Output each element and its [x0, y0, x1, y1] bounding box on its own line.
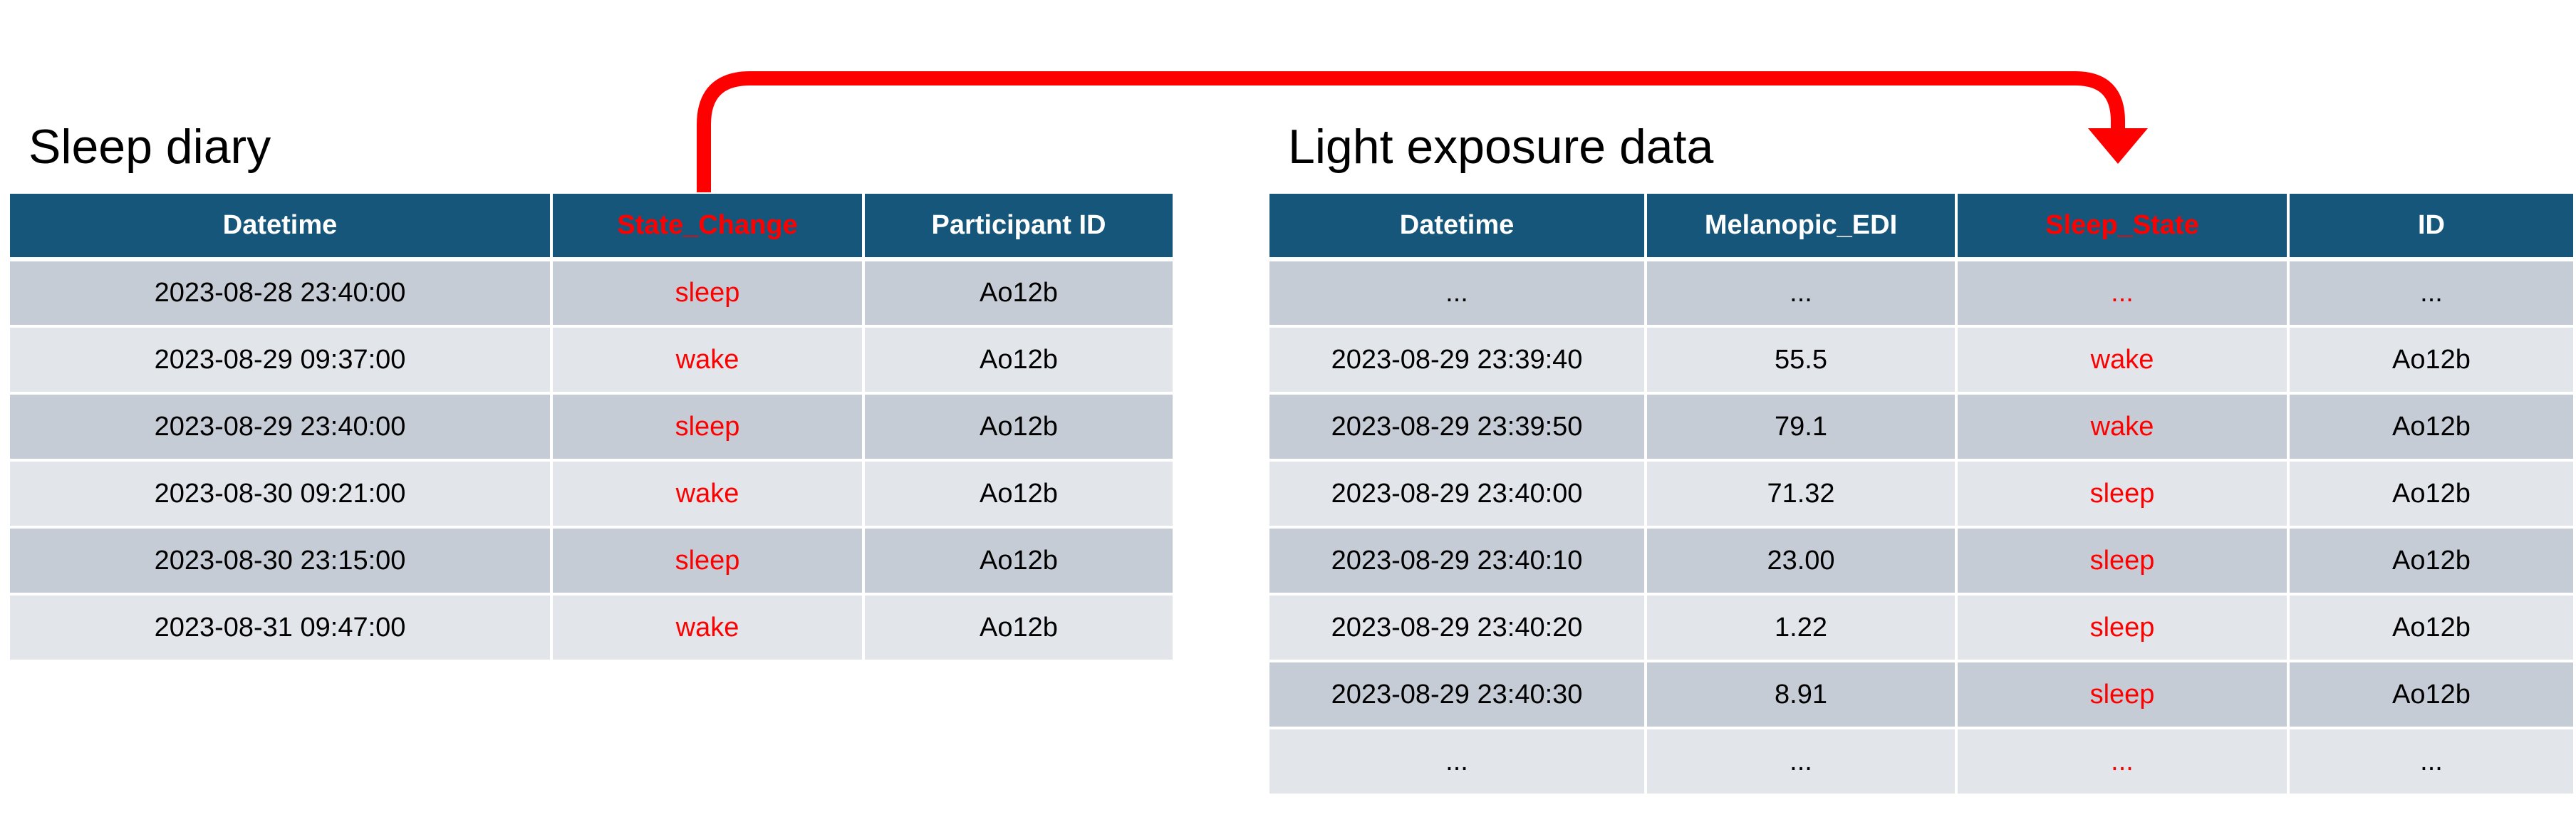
cell-datetime: 2023-08-30 09:21:00	[10, 459, 553, 529]
table-row: 2023-08-29 23:40:00 71.32 sleep Ao12b	[1269, 459, 2573, 529]
table-row: ... ... ... ...	[1269, 727, 2573, 796]
table-row: 2023-08-29 09:37:00 wake Ao12b	[10, 325, 1173, 395]
sleep-diary-title: Sleep diary	[28, 120, 271, 174]
cell-sleep-state: sleep	[1955, 660, 2290, 729]
cell-datetime: 2023-08-28 23:40:00	[10, 258, 553, 328]
column-header-datetime: Datetime	[10, 194, 553, 261]
cell-sleep-state: ...	[1955, 727, 2290, 796]
cell-melanopic-edi: 1.22	[1644, 593, 1958, 662]
cell-participant-id: Ao12b	[862, 459, 1173, 529]
cell-id: ...	[2287, 727, 2573, 796]
cell-participant-id: Ao12b	[862, 392, 1173, 462]
table-row: 2023-08-29 23:40:20 1.22 sleep Ao12b	[1269, 593, 2573, 662]
cell-datetime: 2023-08-29 09:37:00	[10, 325, 553, 395]
table-header-row: Datetime State_Change Participant ID	[10, 194, 1173, 261]
cell-datetime: 2023-08-29 23:40:10	[1269, 526, 1647, 596]
cell-sleep-state: sleep	[1955, 526, 2290, 596]
cell-melanopic-edi: 79.1	[1644, 392, 1958, 462]
cell-id: Ao12b	[2287, 660, 2573, 729]
cell-id: Ao12b	[2287, 459, 2573, 529]
sleep-diary-table: Datetime State_Change Participant ID 202…	[10, 194, 1173, 662]
table-row: 2023-08-30 09:21:00 wake Ao12b	[10, 459, 1173, 529]
cell-datetime: ...	[1269, 727, 1647, 796]
column-header-datetime: Datetime	[1269, 194, 1647, 261]
cell-datetime: 2023-08-29 23:40:30	[1269, 660, 1647, 729]
table-row: 2023-08-29 23:40:10 23.00 sleep Ao12b	[1269, 526, 2573, 596]
column-header-melanopic-edi: Melanopic_EDI	[1644, 194, 1958, 261]
cell-id: Ao12b	[2287, 593, 2573, 662]
column-header-sleep-state: Sleep_State	[1955, 194, 2290, 261]
column-header-participant-id: Participant ID	[862, 194, 1173, 261]
cell-sleep-state: ...	[1955, 258, 2290, 328]
cell-participant-id: Ao12b	[862, 325, 1173, 395]
table-row: 2023-08-29 23:39:40 55.5 wake Ao12b	[1269, 325, 2573, 395]
cell-melanopic-edi: 8.91	[1644, 660, 1958, 729]
cell-participant-id: Ao12b	[862, 593, 1173, 662]
cell-melanopic-edi: ...	[1644, 258, 1958, 328]
cell-datetime: 2023-08-31 09:47:00	[10, 593, 553, 662]
cell-sleep-state: wake	[1955, 392, 2290, 462]
cell-datetime: ...	[1269, 258, 1647, 328]
table-row: 2023-08-28 23:40:00 sleep Ao12b	[10, 258, 1173, 328]
table-row: 2023-08-30 23:15:00 sleep Ao12b	[10, 526, 1173, 596]
cell-participant-id: Ao12b	[862, 258, 1173, 328]
cell-datetime: 2023-08-30 23:15:00	[10, 526, 553, 596]
cell-datetime: 2023-08-29 23:40:00	[1269, 459, 1647, 529]
cell-melanopic-edi: 23.00	[1644, 526, 1958, 596]
column-header-id: ID	[2287, 194, 2573, 261]
table-row: 2023-08-31 09:47:00 wake Ao12b	[10, 593, 1173, 662]
table-row: ... ... ... ...	[1269, 258, 2573, 328]
column-header-state-change: State_Change	[550, 194, 865, 261]
cell-state-change: wake	[550, 325, 865, 395]
cell-state-change: sleep	[550, 258, 865, 328]
light-exposure-title: Light exposure data	[1288, 120, 1714, 174]
cell-id: Ao12b	[2287, 325, 2573, 395]
table-row: 2023-08-29 23:39:50 79.1 wake Ao12b	[1269, 392, 2573, 462]
cell-state-change: wake	[550, 459, 865, 529]
mapping-arrow-line	[697, 71, 2125, 192]
cell-sleep-state: wake	[1955, 325, 2290, 395]
cell-sleep-state: sleep	[1955, 459, 2290, 529]
cell-state-change: sleep	[550, 392, 865, 462]
cell-state-change: wake	[550, 593, 865, 662]
table-row: 2023-08-29 23:40:00 sleep Ao12b	[10, 392, 1173, 462]
cell-datetime: 2023-08-29 23:39:40	[1269, 325, 1647, 395]
light-exposure-table: Datetime Melanopic_EDI Sleep_State ID ..…	[1269, 194, 2573, 796]
cell-state-change: sleep	[550, 526, 865, 596]
table-header-row: Datetime Melanopic_EDI Sleep_State ID	[1269, 194, 2573, 261]
cell-id: ...	[2287, 258, 2573, 328]
mapping-arrow-head	[2088, 128, 2148, 164]
cell-id: Ao12b	[2287, 526, 2573, 596]
cell-id: Ao12b	[2287, 392, 2573, 462]
table-row: 2023-08-29 23:40:30 8.91 sleep Ao12b	[1269, 660, 2573, 729]
cell-datetime: 2023-08-29 23:39:50	[1269, 392, 1647, 462]
cell-melanopic-edi: ...	[1644, 727, 1958, 796]
cell-participant-id: Ao12b	[862, 526, 1173, 596]
cell-melanopic-edi: 71.32	[1644, 459, 1958, 529]
cell-melanopic-edi: 55.5	[1644, 325, 1958, 395]
cell-datetime: 2023-08-29 23:40:00	[10, 392, 553, 462]
cell-sleep-state: sleep	[1955, 593, 2290, 662]
cell-datetime: 2023-08-29 23:40:20	[1269, 593, 1647, 662]
